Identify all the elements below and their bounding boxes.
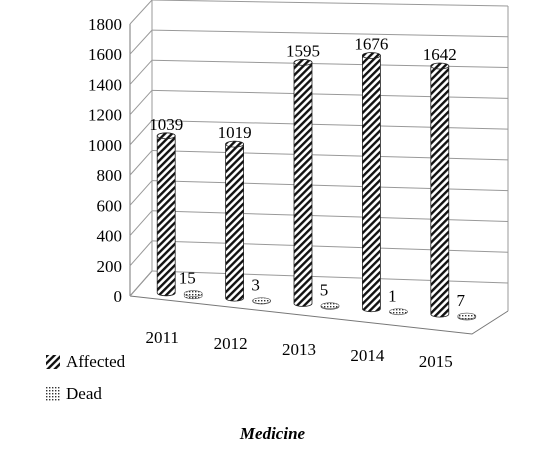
legend-label-dead: Dead [66,384,102,403]
gridline [151,180,509,192]
gridline-side [129,59,153,85]
y-tick-label: 800 [97,166,123,185]
data-label-dead: 15 [179,269,196,288]
x-tick-label: 2011 [146,328,179,347]
bars: 1039 15 1019 3 1595 5 1676 1 1642 7 [149,35,477,321]
gridline-side [129,180,153,206]
data-label-affected: 1039 [149,115,183,134]
gridline [151,270,509,284]
data-label-dead: 1 [388,287,397,306]
gridline-side [129,210,153,236]
plot-frame [129,0,509,335]
data-label-dead: 7 [457,291,466,310]
bar-affected [430,65,450,318]
legend-label-affected: Affected [66,352,126,371]
bar-affected [225,143,244,302]
bar-dead-top [457,312,477,320]
legend-item-affected: Affected [46,352,125,372]
x-axis-labels: 2011 2012 2013 2014 2015 [146,328,453,371]
gridline-side [129,150,153,176]
gridline-side [129,120,153,146]
gridline [151,119,509,130]
y-tick-label: 1400 [88,75,122,94]
gridline [151,210,509,222]
data-label-affected: 1019 [218,123,252,142]
y-tick-label: 0 [114,287,123,306]
bar-dead-top [320,302,340,310]
gridline-side [129,240,153,267]
gridline-side [129,270,153,297]
y-tick-label: 1800 [88,15,122,34]
x-tick-label: 2014 [350,346,385,365]
bar-dead-top [252,297,271,304]
y-tick-label: 400 [97,227,123,246]
y-tick-label: 1000 [88,136,122,155]
bar-affected-top [156,132,176,140]
bar-affected [293,62,313,307]
bar-affected [156,135,176,297]
floor-edge [129,295,509,335]
legend-swatch-affected [46,355,60,369]
gridline [151,29,509,38]
bar-dead-top [389,308,408,315]
bar-affected [362,55,381,313]
gridline [151,150,509,161]
gridline [151,89,509,99]
gridline-side [129,0,153,25]
data-label-affected: 1676 [354,35,388,54]
data-label-dead: 3 [251,276,260,295]
data-label-affected: 1595 [286,41,320,60]
y-axis-ticks: 0 200 400 600 800 1000 1200 1400 1600 1800 [88,15,122,306]
bar-affected-top [225,140,245,148]
y-tick-label: 1600 [88,45,122,64]
chart-title: Medicine [239,424,306,443]
legend-item-dead: Dead [46,384,102,404]
bar-dead-top [183,290,203,297]
gridline-side [129,29,153,55]
bar-affected-top [430,62,450,70]
x-tick-label: 2012 [214,334,248,353]
gridline [151,0,509,7]
bar-affected-top [361,52,381,59]
bar-affected-top [293,59,313,66]
x-tick-label: 2015 [419,352,453,371]
x-tick-label: 2013 [282,340,316,359]
gridline [151,240,509,253]
legend-swatch-dead [46,387,60,401]
y-tick-label: 1200 [88,106,122,125]
data-label-dead: 5 [320,281,329,300]
y-tick-label: 600 [97,196,123,215]
gridline-side [129,89,153,116]
data-label-affected: 1642 [423,45,457,64]
y-tick-label: 200 [97,257,123,276]
